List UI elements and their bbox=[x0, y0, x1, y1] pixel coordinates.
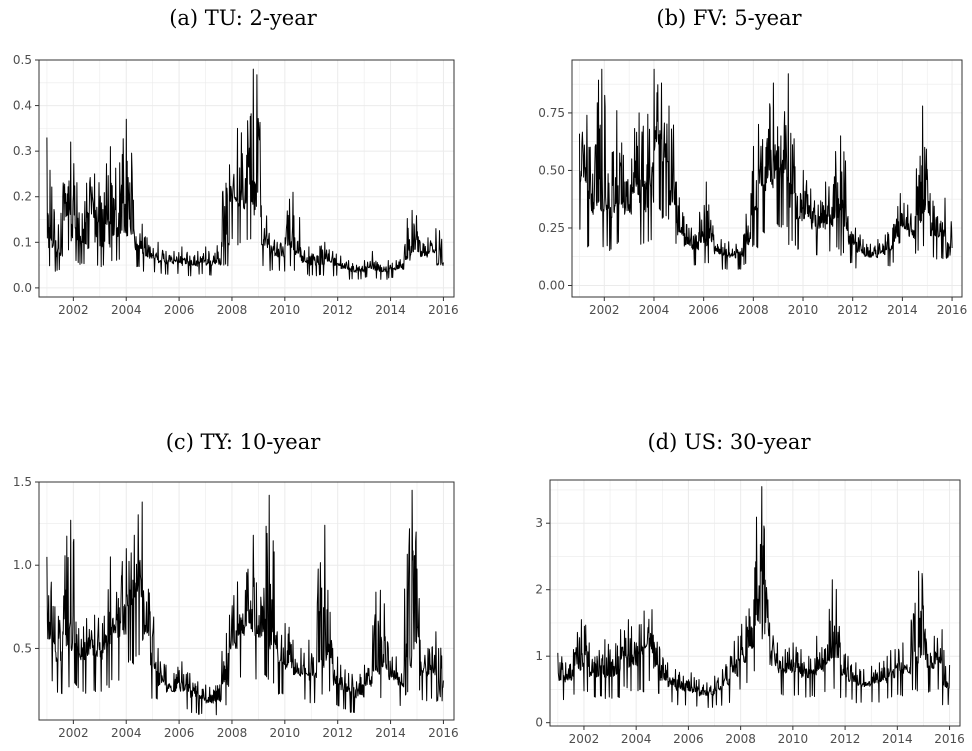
x-tick-label: 2012 bbox=[322, 726, 353, 740]
y-tick-label: 0.75 bbox=[538, 106, 565, 120]
x-tick-label: 2016 bbox=[428, 726, 459, 740]
y-tick-label: 1.0 bbox=[13, 558, 32, 572]
y-tick-label: 1 bbox=[535, 649, 543, 663]
x-tick-label: 2010 bbox=[788, 303, 819, 317]
chart-panel-c: (c) TY: 10-year 2002 2004 2006 2008 2010 2012… bbox=[0, 376, 486, 751]
x-tick-label: 2016 bbox=[934, 732, 965, 746]
x-tick-label: 2002 bbox=[58, 303, 89, 317]
y-tick-label: 0.25 bbox=[538, 221, 565, 235]
x-tick-label: 2010 bbox=[270, 303, 301, 317]
series-line bbox=[579, 68, 953, 270]
plot-border bbox=[549, 479, 961, 727]
x-tick-label: 2004 bbox=[621, 732, 652, 746]
x-tick-label: 2012 bbox=[322, 303, 353, 317]
x-tick-label: 2006 bbox=[164, 303, 195, 317]
x-tick-label: 2008 bbox=[738, 303, 769, 317]
x-tick-label: 2002 bbox=[589, 303, 620, 317]
line-chart: 2002 2004 2006 2008 2010 2012 2014 2016 0.00 0.25… bbox=[538, 59, 968, 317]
x-tick-label: 2016 bbox=[937, 303, 968, 317]
y-tick-label: 0.4 bbox=[13, 99, 32, 113]
y-tick-label: 0.50 bbox=[538, 163, 565, 177]
y-tick-label: 0.5 bbox=[13, 53, 32, 67]
x-tick-label: 2016 bbox=[428, 303, 459, 317]
x-tick-label: 2014 bbox=[375, 303, 406, 317]
y-tick-label: 3 bbox=[535, 516, 543, 530]
line-chart: 2002 2004 2006 2008 2010 2012 2014 2016 0.5 1.0 1.… bbox=[13, 475, 459, 740]
x-tick-label: 2008 bbox=[217, 303, 248, 317]
x-tick-label: 2012 bbox=[837, 303, 868, 317]
y-tick-label: 0.5 bbox=[13, 641, 32, 655]
chart-title: (a) TU: 2-year bbox=[169, 6, 317, 30]
x-tick-label: 2006 bbox=[164, 726, 195, 740]
y-tick-label: 0.2 bbox=[13, 190, 32, 204]
x-tick-label: 2008 bbox=[217, 726, 248, 740]
chart-title: (c) TY: 10-year bbox=[165, 430, 321, 454]
plot-border bbox=[38, 481, 455, 721]
chart-panel-b: (b) FV: 5-year 2002 2004 2006 2008 2010 2012 2… bbox=[486, 0, 972, 330]
series-line bbox=[46, 68, 444, 280]
x-tick-label: 2004 bbox=[111, 303, 142, 317]
chart-panel-d: (d) US: 30-year 2002 2004 2006 2008 2010 2012… bbox=[486, 376, 972, 751]
x-tick-label: 2008 bbox=[725, 732, 756, 746]
x-tick-label: 2014 bbox=[375, 726, 406, 740]
line-chart: 2002 2004 2006 2008 2010 2012 2014 2016 0.0 0.1 0.… bbox=[13, 53, 459, 317]
chart-title: (d) US: 30-year bbox=[647, 430, 811, 454]
x-tick-label: 2004 bbox=[111, 726, 142, 740]
x-tick-label: 2014 bbox=[882, 732, 913, 746]
series-line bbox=[46, 489, 444, 716]
x-tick-label: 2014 bbox=[887, 303, 918, 317]
x-tick-label: 2006 bbox=[673, 732, 704, 746]
chart-title: (b) FV: 5-year bbox=[656, 6, 802, 30]
y-tick-label: 0.3 bbox=[13, 144, 32, 158]
y-tick-label: 2 bbox=[535, 583, 543, 597]
y-tick-label: 0 bbox=[535, 716, 543, 730]
series-line bbox=[557, 486, 951, 708]
x-tick-label: 2010 bbox=[778, 732, 809, 746]
plot-border bbox=[571, 59, 963, 298]
y-tick-label: 0.1 bbox=[13, 235, 32, 249]
x-tick-label: 2012 bbox=[830, 732, 861, 746]
chart-panel-a: (a) TU: 2-year 2002 2004 2006 2008 2010 2012 2… bbox=[0, 0, 486, 330]
x-tick-label: 2002 bbox=[58, 726, 89, 740]
y-tick-label: 0.0 bbox=[13, 281, 32, 295]
y-tick-label: 0.00 bbox=[538, 278, 565, 292]
x-tick-label: 2006 bbox=[688, 303, 719, 317]
y-tick-label: 1.5 bbox=[13, 475, 32, 489]
plot-border bbox=[38, 59, 455, 298]
x-tick-label: 2010 bbox=[270, 726, 301, 740]
line-chart: 2002 2004 2006 2008 2010 2012 2014 2016 0 1 2 3 bbox=[535, 479, 965, 746]
x-tick-label: 2004 bbox=[639, 303, 670, 317]
x-tick-label: 2002 bbox=[569, 732, 600, 746]
